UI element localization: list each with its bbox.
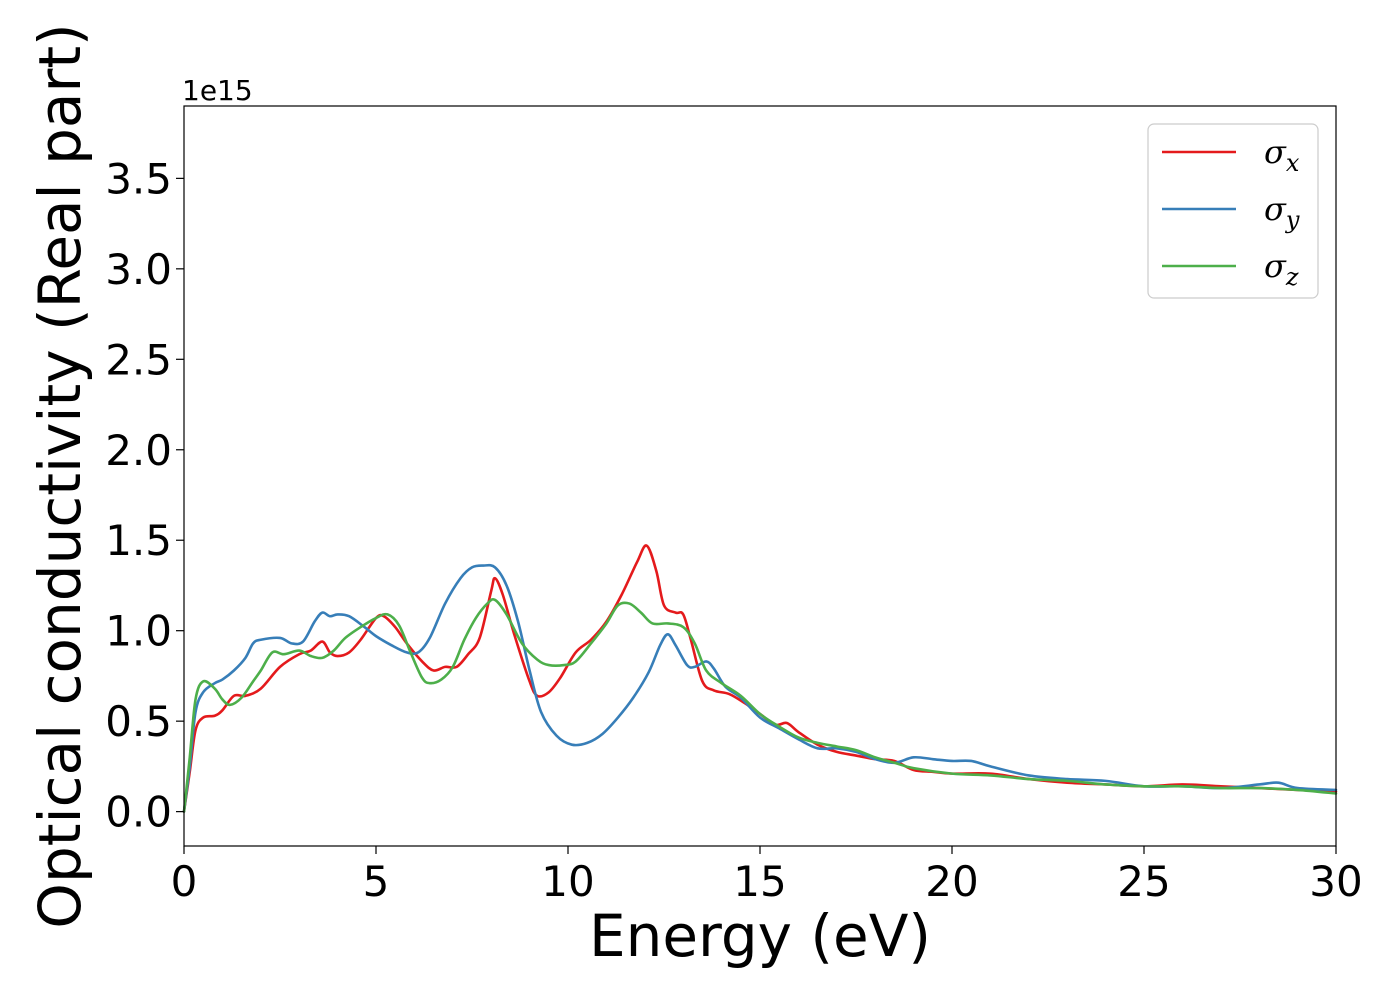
- series-layer: [182, 544, 1338, 813]
- x-axis-ticks: 0 5 10 15 20 25 30: [171, 846, 1363, 906]
- y-tick-label: 2.5: [105, 335, 172, 384]
- y-axis-label: Optical conductivity (Real part): [26, 23, 94, 928]
- y-tick-label: 0.0: [105, 788, 172, 837]
- legend-box: [1147, 123, 1319, 299]
- x-tick-label: 0: [171, 857, 198, 906]
- y-tick-label: 0.5: [105, 697, 172, 746]
- x-tick-label: 10: [541, 857, 594, 906]
- y-tick-label: 1.0: [105, 607, 172, 656]
- series-line-z: [182, 598, 1338, 813]
- y-tick-label: 2.0: [105, 426, 172, 475]
- x-tick-label: 15: [733, 857, 786, 906]
- y-axis-ticks: 0.0 0.5 1.0 1.5 2.0 2.5 3.0 3.5: [105, 154, 184, 837]
- series-line-x: [182, 544, 1338, 813]
- y-tick-label: 3.0: [105, 245, 172, 294]
- x-tick-label: 30: [1309, 857, 1362, 906]
- y-offset-label: 1e15: [182, 74, 253, 107]
- x-axis-label: Energy (eV): [589, 902, 931, 970]
- x-tick-label: 5: [363, 857, 390, 906]
- series-line-y: [182, 563, 1338, 813]
- x-tick-label: 20: [925, 857, 978, 906]
- y-tick-label: 1.5: [105, 516, 172, 565]
- y-tick-label: 3.5: [105, 154, 172, 203]
- x-tick-label: 25: [1117, 857, 1170, 906]
